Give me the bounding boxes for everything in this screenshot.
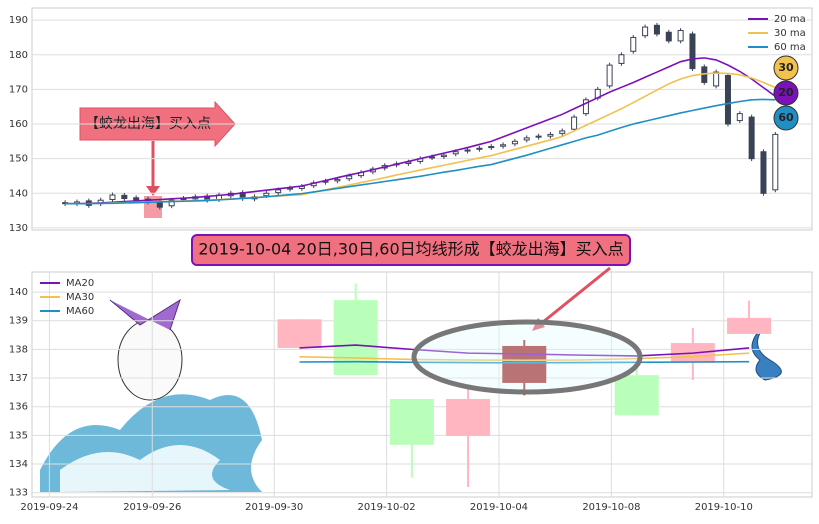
x-tick-label: 2019-10-10 xyxy=(695,502,753,513)
legend-label: 60 ma xyxy=(774,42,806,53)
candle-body xyxy=(582,99,589,115)
candle-body xyxy=(713,71,720,87)
y-tick-label: 180 xyxy=(9,50,28,61)
y-tick-label: 130 xyxy=(9,223,28,234)
x-tick-label: 2019-09-24 xyxy=(20,502,78,513)
candle-body xyxy=(488,146,495,149)
marks: 130 140 150 160 170 180 190 20 ma 30 ma 60 ma 30 20… xyxy=(9,14,812,513)
candle-body xyxy=(760,151,767,194)
x-tick-label: 2019-10-08 xyxy=(582,502,640,513)
candle-body xyxy=(630,36,637,52)
y-tick-label: 138 xyxy=(9,344,28,355)
candle-body xyxy=(334,178,341,182)
candle-body xyxy=(724,75,731,125)
decoration xyxy=(40,298,782,492)
dragon-horns xyxy=(109,298,181,331)
candle-body xyxy=(559,130,566,134)
ma-badge-label: 60 xyxy=(778,111,794,124)
candle-body xyxy=(156,201,163,208)
candle-body xyxy=(727,317,772,334)
legend-label: MA20 xyxy=(66,278,94,289)
x-tick-label: 2019-09-30 xyxy=(245,502,303,513)
ma-line xyxy=(299,344,750,357)
annotation-pointer-head xyxy=(146,186,160,196)
candle-body xyxy=(511,140,518,145)
candle-body xyxy=(535,135,542,138)
legend-label: MA30 xyxy=(66,292,94,303)
candle-body xyxy=(263,192,270,197)
candle-body xyxy=(452,151,459,155)
ma-badge-label: 30 xyxy=(778,61,794,74)
y-tick-label: 139 xyxy=(9,316,28,327)
candle-body xyxy=(500,144,507,147)
banner xyxy=(191,234,631,266)
candle-body xyxy=(571,116,578,130)
y-tick-label: 150 xyxy=(9,154,28,165)
candle-body xyxy=(109,194,116,201)
ma-badge xyxy=(773,80,799,106)
candle-body xyxy=(476,147,483,150)
candle-body xyxy=(642,26,649,37)
ma-line xyxy=(65,98,776,205)
dragon xyxy=(751,319,782,381)
candle-body xyxy=(440,154,447,158)
legend-label: 30 ma xyxy=(774,28,806,39)
ma-badge-label: 20 xyxy=(778,86,794,99)
x-tick-label: 2019-09-26 xyxy=(123,502,181,513)
candle-body xyxy=(346,175,353,180)
candle-body xyxy=(547,133,554,137)
ma-badge xyxy=(773,55,799,81)
legend-label: 20 ma xyxy=(774,14,806,25)
legend-label: MA60 xyxy=(66,306,94,317)
x-tick-label: 2019-10-04 xyxy=(470,502,528,513)
y-tick-label: 135 xyxy=(9,430,28,441)
candle-body xyxy=(121,194,128,199)
candle-body xyxy=(502,345,547,383)
dog xyxy=(117,319,183,401)
ma-line xyxy=(299,360,750,364)
candle-body xyxy=(389,398,434,445)
y-tick-label: 190 xyxy=(9,15,28,26)
y-tick-label: 140 xyxy=(9,188,28,199)
candle-body xyxy=(748,116,755,160)
candle-body xyxy=(618,54,625,64)
candle-body xyxy=(333,300,378,376)
y-tick-label: 134 xyxy=(9,459,28,470)
candle-body xyxy=(665,31,672,42)
candle-body xyxy=(429,156,436,159)
y-tick-label: 136 xyxy=(9,402,28,413)
ma-line xyxy=(65,57,776,205)
candle-body xyxy=(653,24,660,35)
ma-line xyxy=(299,352,750,362)
candle-body xyxy=(606,64,613,87)
candle-body xyxy=(614,375,659,416)
highlight-ellipse xyxy=(411,319,643,395)
ma-badge xyxy=(773,105,799,131)
y-tick-label: 140 xyxy=(9,287,28,298)
wave-foam xyxy=(60,445,230,492)
candle-body xyxy=(689,33,696,70)
candle-body xyxy=(464,149,471,152)
y-tick-label: 170 xyxy=(9,84,28,95)
banner-text: 2019-10-04 20日,30日,60日均线形成【蛟龙出海】买入点 xyxy=(198,240,623,259)
candle-body xyxy=(523,137,530,141)
y-tick-label: 137 xyxy=(9,373,28,384)
candle-body xyxy=(677,30,684,42)
candle-body xyxy=(736,113,743,122)
candle-body xyxy=(446,398,491,436)
candle-body xyxy=(168,199,175,207)
candle-body xyxy=(277,319,322,348)
x-tick-label: 2019-10-02 xyxy=(358,502,416,513)
y-tick-label: 133 xyxy=(9,488,28,499)
y-tick-label: 160 xyxy=(9,119,28,130)
candle-body xyxy=(133,197,140,201)
candle-body xyxy=(275,189,282,194)
candle-body xyxy=(772,133,779,191)
banner-arrow xyxy=(537,266,611,328)
